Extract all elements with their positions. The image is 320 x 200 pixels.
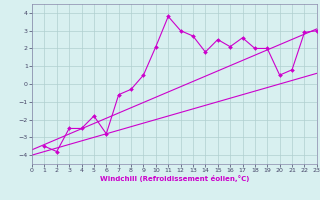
X-axis label: Windchill (Refroidissement éolien,°C): Windchill (Refroidissement éolien,°C) bbox=[100, 175, 249, 182]
